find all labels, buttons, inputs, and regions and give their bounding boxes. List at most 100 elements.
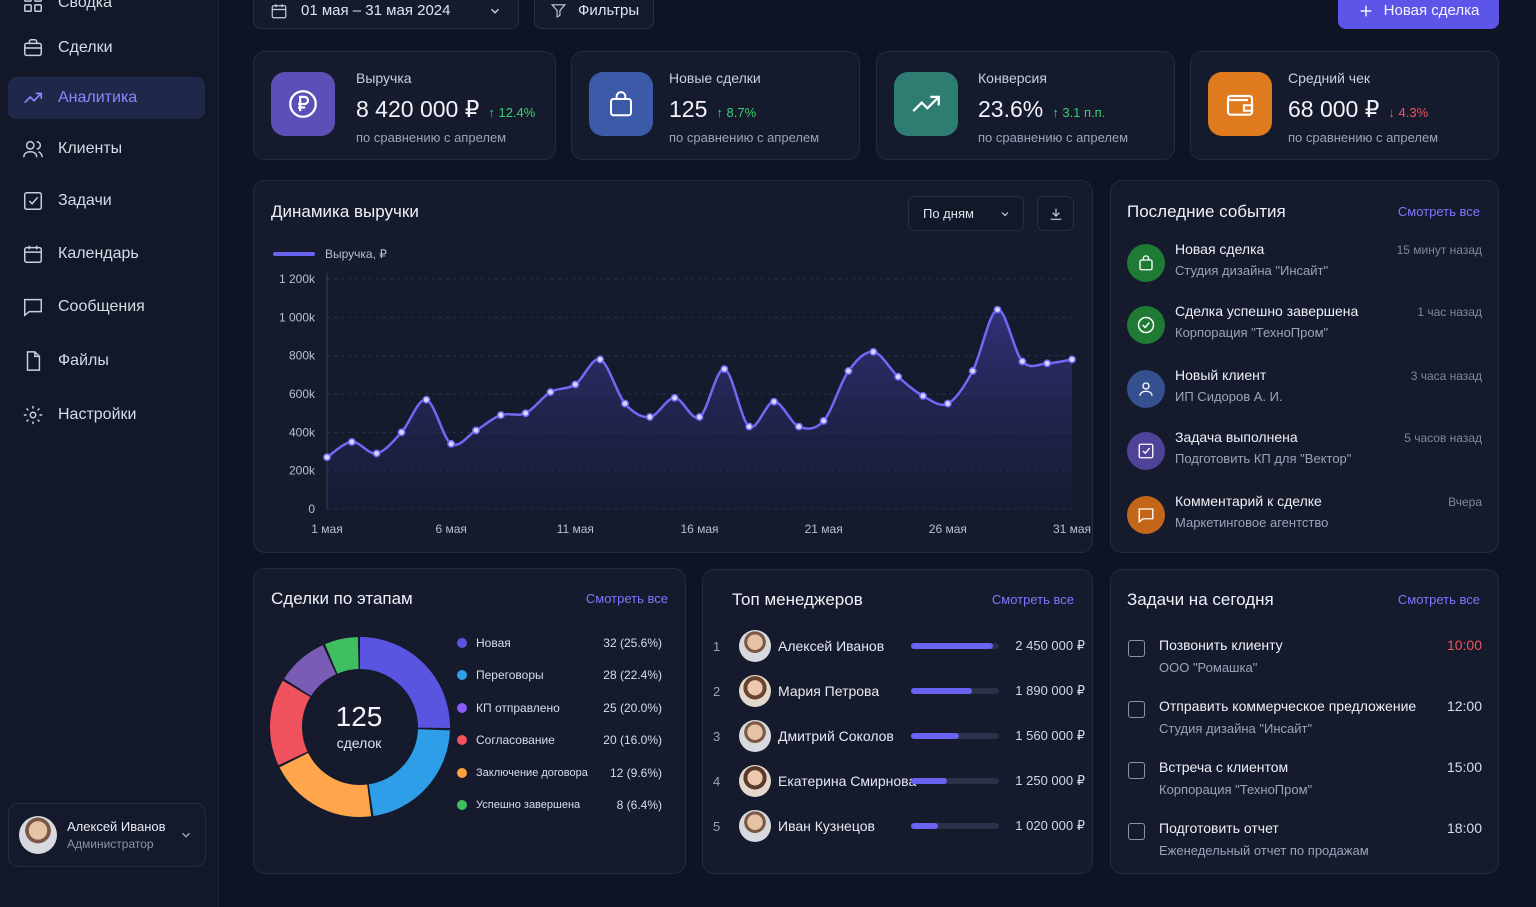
y-tick-label: 400k — [289, 425, 316, 439]
task-checkbox[interactable] — [1128, 640, 1145, 657]
manager-rank: 3 — [713, 728, 721, 744]
revenue-point[interactable] — [943, 399, 952, 408]
revenue-point[interactable] — [670, 393, 679, 402]
sidebar-item-calendar[interactable]: Календарь — [8, 233, 205, 275]
sidebar-item-label: Задачи — [58, 192, 112, 209]
revenue-point[interactable] — [1043, 359, 1052, 368]
managers-card: Топ менеджеров Смотреть все 1 Алексей Ив… — [702, 569, 1093, 874]
new-deal-button[interactable]: Новая сделка — [1338, 0, 1499, 29]
download-button[interactable] — [1037, 196, 1074, 231]
event-subtitle: ИП Сидоров А. И. — [1175, 389, 1283, 404]
revenue-point[interactable] — [571, 380, 580, 389]
events-view-all-link[interactable]: Смотреть все — [1397, 204, 1480, 219]
avatar — [739, 720, 771, 752]
legend-dot — [457, 768, 467, 778]
manager-bar-fill — [911, 733, 959, 739]
event-item[interactable]: Задача выполнена Подготовить КП для "Век… — [1127, 429, 1482, 473]
revenue-point[interactable] — [596, 355, 605, 364]
revenue-point[interactable] — [794, 422, 803, 431]
donut-slice[interactable] — [270, 637, 450, 817]
revenue-point[interactable] — [472, 426, 480, 435]
task-item: Позвонить клиенту ООО "Ромашка" 10:00 — [1128, 637, 1482, 683]
kpi-title: Конверсия — [978, 70, 1047, 86]
manager-row[interactable]: 3 Дмитрий Соколов 1 560 000 ₽ — [713, 719, 1085, 753]
revenue-point[interactable] — [844, 367, 853, 375]
sidebar-item-settings[interactable]: Настройки — [8, 394, 205, 436]
manager-row[interactable]: 1 Алексей Иванов 2 450 000 ₽ — [713, 629, 1085, 663]
kpi-change-text: 8.7% — [726, 105, 757, 120]
sidebar-item-analytics[interactable]: Аналитика — [8, 77, 205, 119]
revenue-point[interactable] — [621, 399, 629, 408]
date-range-picker[interactable]: 01 мая – 31 мая 2024 — [253, 0, 519, 29]
kpi-subtitle: по сравнению с апрелем — [978, 130, 1129, 145]
user-menu[interactable]: Алексей Иванов Администратор — [8, 803, 206, 867]
revenue-point[interactable] — [546, 388, 555, 397]
revenue-point[interactable] — [894, 372, 903, 381]
sidebar-item-files[interactable]: Файлы — [8, 340, 205, 382]
gear-icon — [23, 405, 43, 425]
revenue-point[interactable] — [372, 449, 381, 458]
manager-rank: 2 — [713, 683, 721, 699]
sidebar-item-tasks[interactable]: Задачи — [8, 180, 205, 222]
manager-name: Екатерина Смирнова — [778, 773, 917, 789]
revenue-point[interactable] — [1068, 355, 1076, 364]
task-checkbox[interactable] — [1128, 823, 1145, 840]
manager-row[interactable]: 5 Иван Кузнецов 1 020 000 ₽ — [713, 809, 1085, 843]
legend-label: Выручка, ₽ — [325, 247, 387, 261]
sidebar-item-label: Сделки — [58, 39, 113, 56]
tasks-card: Задачи на сегодня Смотреть все Позвонить… — [1110, 569, 1499, 874]
revenue-point[interactable] — [919, 391, 927, 400]
stages-view-all-link[interactable]: Смотреть все — [585, 591, 668, 606]
kpi-change-text: 4.3% — [1398, 105, 1429, 120]
revenue-point[interactable] — [695, 413, 704, 421]
new-deal-label: Новая сделка — [1383, 2, 1480, 19]
task-time: 12:00 — [1446, 698, 1482, 714]
sidebar-item-clients[interactable]: Клиенты — [8, 128, 205, 170]
revenue-point[interactable] — [745, 422, 754, 431]
donut-slice[interactable] — [270, 637, 450, 817]
revenue-point[interactable] — [323, 453, 331, 462]
revenue-point[interactable] — [819, 416, 828, 425]
manager-row[interactable]: 2 Мария Петрова 1 890 000 ₽ — [713, 674, 1085, 708]
event-title: Комментарий к сделке — [1175, 493, 1322, 509]
event-item[interactable]: Новая сделка Студия дизайна "Инсайт" 15 … — [1127, 241, 1482, 285]
sidebar-item-summary[interactable]: Сводка — [8, 0, 205, 24]
event-item[interactable]: Сделка успешно завершена Корпорация "Тех… — [1127, 303, 1482, 347]
revenue-point[interactable] — [347, 437, 356, 446]
kpi-change: ↑ 12.4% — [488, 105, 536, 120]
kpi-change: ↑ 3.1 п.п. — [1052, 105, 1106, 120]
revenue-point[interactable] — [968, 367, 977, 375]
revenue-point[interactable] — [1018, 357, 1027, 366]
event-subtitle: Подготовить КП для "Вектор" — [1175, 451, 1352, 466]
tasks-view-all-link[interactable]: Смотреть все — [1397, 592, 1480, 607]
revenue-chart: Выручка, ₽ 0 200k 400k 600k 800k 1 000k 1 200k 1… — [273, 247, 1091, 536]
revenue-point[interactable] — [645, 413, 654, 421]
y-tick-label: 200k — [289, 464, 316, 478]
revenue-title: Динамика выручки — [271, 202, 419, 221]
revenue-point[interactable] — [496, 411, 505, 420]
period-select[interactable]: По дням — [908, 196, 1024, 231]
sidebar-item-messages[interactable]: Сообщения — [8, 286, 205, 328]
revenue-point[interactable] — [720, 365, 729, 374]
donut-slice[interactable] — [270, 637, 450, 817]
revenue-point[interactable] — [993, 305, 1002, 314]
x-tick-label: 21 мая — [805, 522, 843, 536]
filters-button[interactable]: Фильтры — [534, 0, 654, 29]
revenue-point[interactable] — [869, 347, 878, 356]
manager-row[interactable]: 4 Екатерина Смирнова 1 250 000 ₽ — [713, 764, 1085, 798]
event-item[interactable]: Комментарий к сделке Маркетинговое агент… — [1127, 493, 1482, 537]
event-item[interactable]: Новый клиент ИП Сидоров А. И. 3 часа наз… — [1127, 367, 1482, 411]
task-checkbox[interactable] — [1128, 762, 1145, 779]
revenue-point[interactable] — [422, 395, 431, 404]
task-title: Позвонить клиенту — [1159, 637, 1283, 653]
task-checkbox[interactable] — [1128, 701, 1145, 718]
revenue-point[interactable] — [447, 439, 456, 448]
kpi-change-text: 12.4% — [498, 105, 536, 120]
revenue-point[interactable] — [770, 397, 778, 406]
revenue-point[interactable] — [521, 409, 530, 418]
y-tick-label: 0 — [308, 502, 315, 516]
revenue-point[interactable] — [397, 428, 406, 437]
sidebar-item-deals[interactable]: Сделки — [8, 27, 205, 69]
manager-bar-fill — [911, 823, 939, 829]
managers-view-all-link[interactable]: Смотреть все — [991, 592, 1074, 607]
